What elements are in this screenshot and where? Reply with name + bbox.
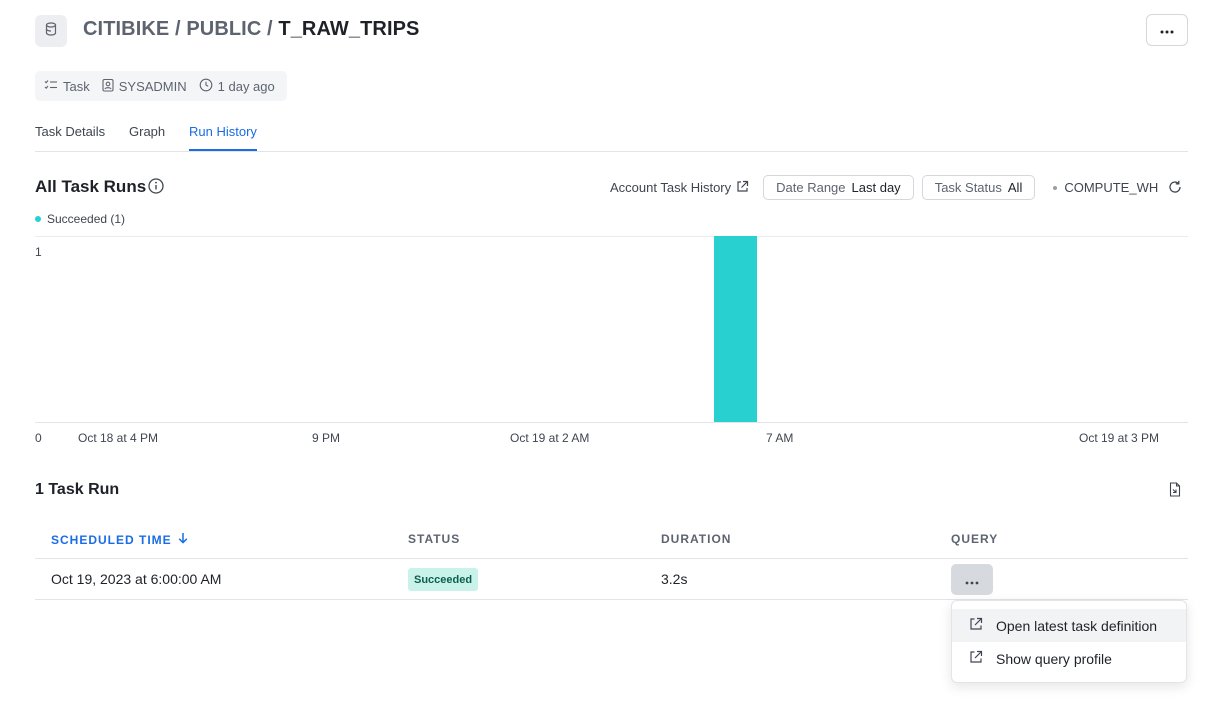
column-header-status[interactable]: STATUS	[408, 532, 461, 546]
breadcrumb-separator: /	[261, 18, 279, 40]
task-list-icon	[44, 79, 58, 94]
account-task-history-link[interactable]: Account Task History	[610, 180, 749, 196]
meta-type: Task	[44, 79, 90, 94]
external-link-icon	[736, 180, 749, 196]
export-icon[interactable]	[1168, 482, 1182, 502]
table-row[interactable]: Oct 19, 2023 at 6:00:00 AM Succeeded 3.2…	[35, 559, 1188, 600]
legend-swatch-succeeded	[35, 216, 41, 222]
x-tick-label: Oct 19 at 2 AM	[510, 431, 589, 445]
more-horizontal-icon	[965, 572, 979, 588]
date-range-filter[interactable]: Date Range Last day	[763, 175, 914, 200]
clock-icon	[199, 78, 213, 95]
breadcrumb-database[interactable]: CITIBIKE	[83, 18, 170, 40]
task-status-label: Task Status	[934, 180, 1002, 195]
meta-updated: 1 day ago	[199, 78, 275, 95]
tab-run-history[interactable]: Run History	[189, 124, 257, 139]
user-badge-icon	[102, 78, 114, 95]
more-actions-button[interactable]	[1146, 14, 1188, 46]
column-header-duration[interactable]: DURATION	[661, 532, 732, 546]
object-meta-bar: Task SYSADMIN 1 day ago	[35, 71, 287, 101]
object-name: T_RAW_TRIPS	[278, 18, 420, 40]
x-tick-label: 7 AM	[766, 431, 793, 445]
menu-item-label: Open latest task definition	[996, 617, 1158, 634]
task-runs-table: SCHEDULED TIME STATUS DURATION QUERY Oct…	[35, 518, 1188, 600]
task-status-filter[interactable]: Task Status All	[921, 175, 1036, 200]
chart-legend: Succeeded (1)	[35, 212, 125, 226]
task-runs-count-title: 1 Task Run	[35, 481, 120, 498]
x-tick-label: 9 PM	[312, 431, 340, 445]
y-tick-label: 0	[35, 431, 42, 445]
cell-scheduled-time: Oct 19, 2023 at 6:00:00 AM	[51, 571, 222, 587]
meta-type-label: Task	[63, 78, 90, 94]
cell-duration: 3.2s	[661, 571, 688, 587]
tab-bar: Task Details Graph Run History	[35, 112, 1188, 152]
warehouse-selector[interactable]: COMPUTE_WH	[1053, 180, 1158, 195]
more-horizontal-icon	[1160, 21, 1174, 39]
status-badge: Succeeded	[408, 568, 479, 591]
query-actions-button[interactable]	[951, 564, 993, 595]
breadcrumb-schema[interactable]: PUBLIC	[186, 18, 262, 40]
date-range-label: Date Range	[776, 180, 846, 195]
arrow-down-icon	[178, 532, 188, 547]
menu-item-open-task-definition[interactable]: Open latest task definition	[952, 609, 1186, 642]
section-title: All Task Runs	[35, 177, 147, 196]
query-actions-menu: Open latest task definition Show query p…	[951, 600, 1187, 683]
account-task-history-label: Account Task History	[610, 180, 732, 195]
meta-updated-label: 1 day ago	[217, 78, 275, 94]
external-link-icon	[969, 617, 983, 634]
chart-bar-succeeded[interactable]	[714, 236, 757, 422]
y-tick-label: 1	[35, 245, 42, 259]
tab-task-details[interactable]: Task Details	[35, 124, 106, 139]
meta-owner-label: SYSADMIN	[118, 78, 187, 94]
warehouse-name: COMPUTE_WH	[1064, 180, 1159, 195]
page-title: CITIBIKE / PUBLIC / T_RAW_TRIPS	[83, 18, 420, 41]
legend-label-succeeded: Succeeded (1)	[47, 212, 126, 226]
external-link-icon	[969, 650, 983, 667]
active-tab-indicator	[189, 149, 257, 151]
warehouse-status-dot	[1053, 185, 1058, 190]
database-icon	[45, 21, 57, 41]
x-tick-label: Oct 18 at 4 PM	[78, 431, 158, 445]
history-toolbar: Account Task History Date Range Last day…	[610, 175, 1158, 200]
table-header: SCHEDULED TIME STATUS DURATION QUERY	[35, 518, 1188, 559]
task-status-value: All	[1007, 180, 1023, 195]
column-header-scheduled-time[interactable]: SCHEDULED TIME	[51, 532, 188, 547]
menu-item-label: Show query profile	[996, 650, 1112, 667]
task-runs-chart: 1 0 Oct 18 at 4 PM 9 PM Oct 19 at 2 AM 7…	[35, 236, 1188, 445]
column-header-label: SCHEDULED TIME	[51, 532, 172, 547]
breadcrumb-separator: /	[169, 18, 187, 40]
info-icon[interactable]	[148, 178, 164, 199]
menu-item-show-query-profile[interactable]: Show query profile	[952, 642, 1186, 675]
object-icon-box	[35, 15, 67, 47]
column-header-query[interactable]: QUERY	[951, 532, 999, 546]
tab-graph[interactable]: Graph	[129, 124, 166, 139]
meta-owner: SYSADMIN	[102, 78, 187, 95]
date-range-value: Last day	[851, 180, 901, 195]
refresh-icon[interactable]	[1168, 180, 1182, 199]
x-tick-label: Oct 19 at 3 PM	[1079, 431, 1159, 445]
